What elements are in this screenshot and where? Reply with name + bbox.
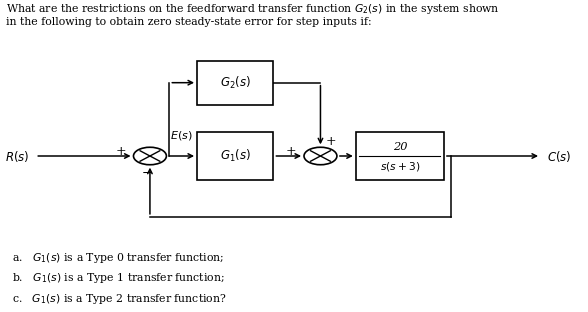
Bar — [356, 132, 444, 180]
Text: $C(s)$: $C(s)$ — [547, 149, 572, 163]
Text: a.   $G_1(s)$ is a Type 0 transfer function;: a. $G_1(s)$ is a Type 0 transfer functio… — [12, 251, 224, 265]
Text: +: + — [326, 135, 336, 148]
Text: $G_2(s)$: $G_2(s)$ — [220, 75, 250, 91]
Text: $G_1(s)$: $G_1(s)$ — [220, 148, 250, 164]
Text: b.   $G_1(s)$ is a Type 1 transfer function;: b. $G_1(s)$ is a Type 1 transfer functio… — [12, 271, 225, 285]
Text: +: + — [286, 145, 296, 158]
Text: +: + — [115, 145, 126, 158]
Text: −: − — [142, 167, 152, 180]
Text: $E(s)$: $E(s)$ — [171, 129, 193, 142]
Bar — [197, 132, 273, 180]
Circle shape — [133, 147, 166, 165]
Text: What are the restrictions on the feedforward transfer function $G_2(s)$ in the s: What are the restrictions on the feedfor… — [6, 2, 499, 16]
Circle shape — [304, 147, 337, 165]
Text: c.   $G_1(s)$ is a Type 2 transfer function?: c. $G_1(s)$ is a Type 2 transfer functio… — [12, 292, 226, 306]
Text: $s(s +3)$: $s(s +3)$ — [380, 160, 420, 173]
Bar — [197, 61, 273, 105]
Text: $R(s)$: $R(s)$ — [5, 149, 29, 163]
Text: in the following to obtain zero steady-state error for step inputs if:: in the following to obtain zero steady-s… — [6, 17, 372, 27]
Text: 20: 20 — [393, 142, 407, 152]
